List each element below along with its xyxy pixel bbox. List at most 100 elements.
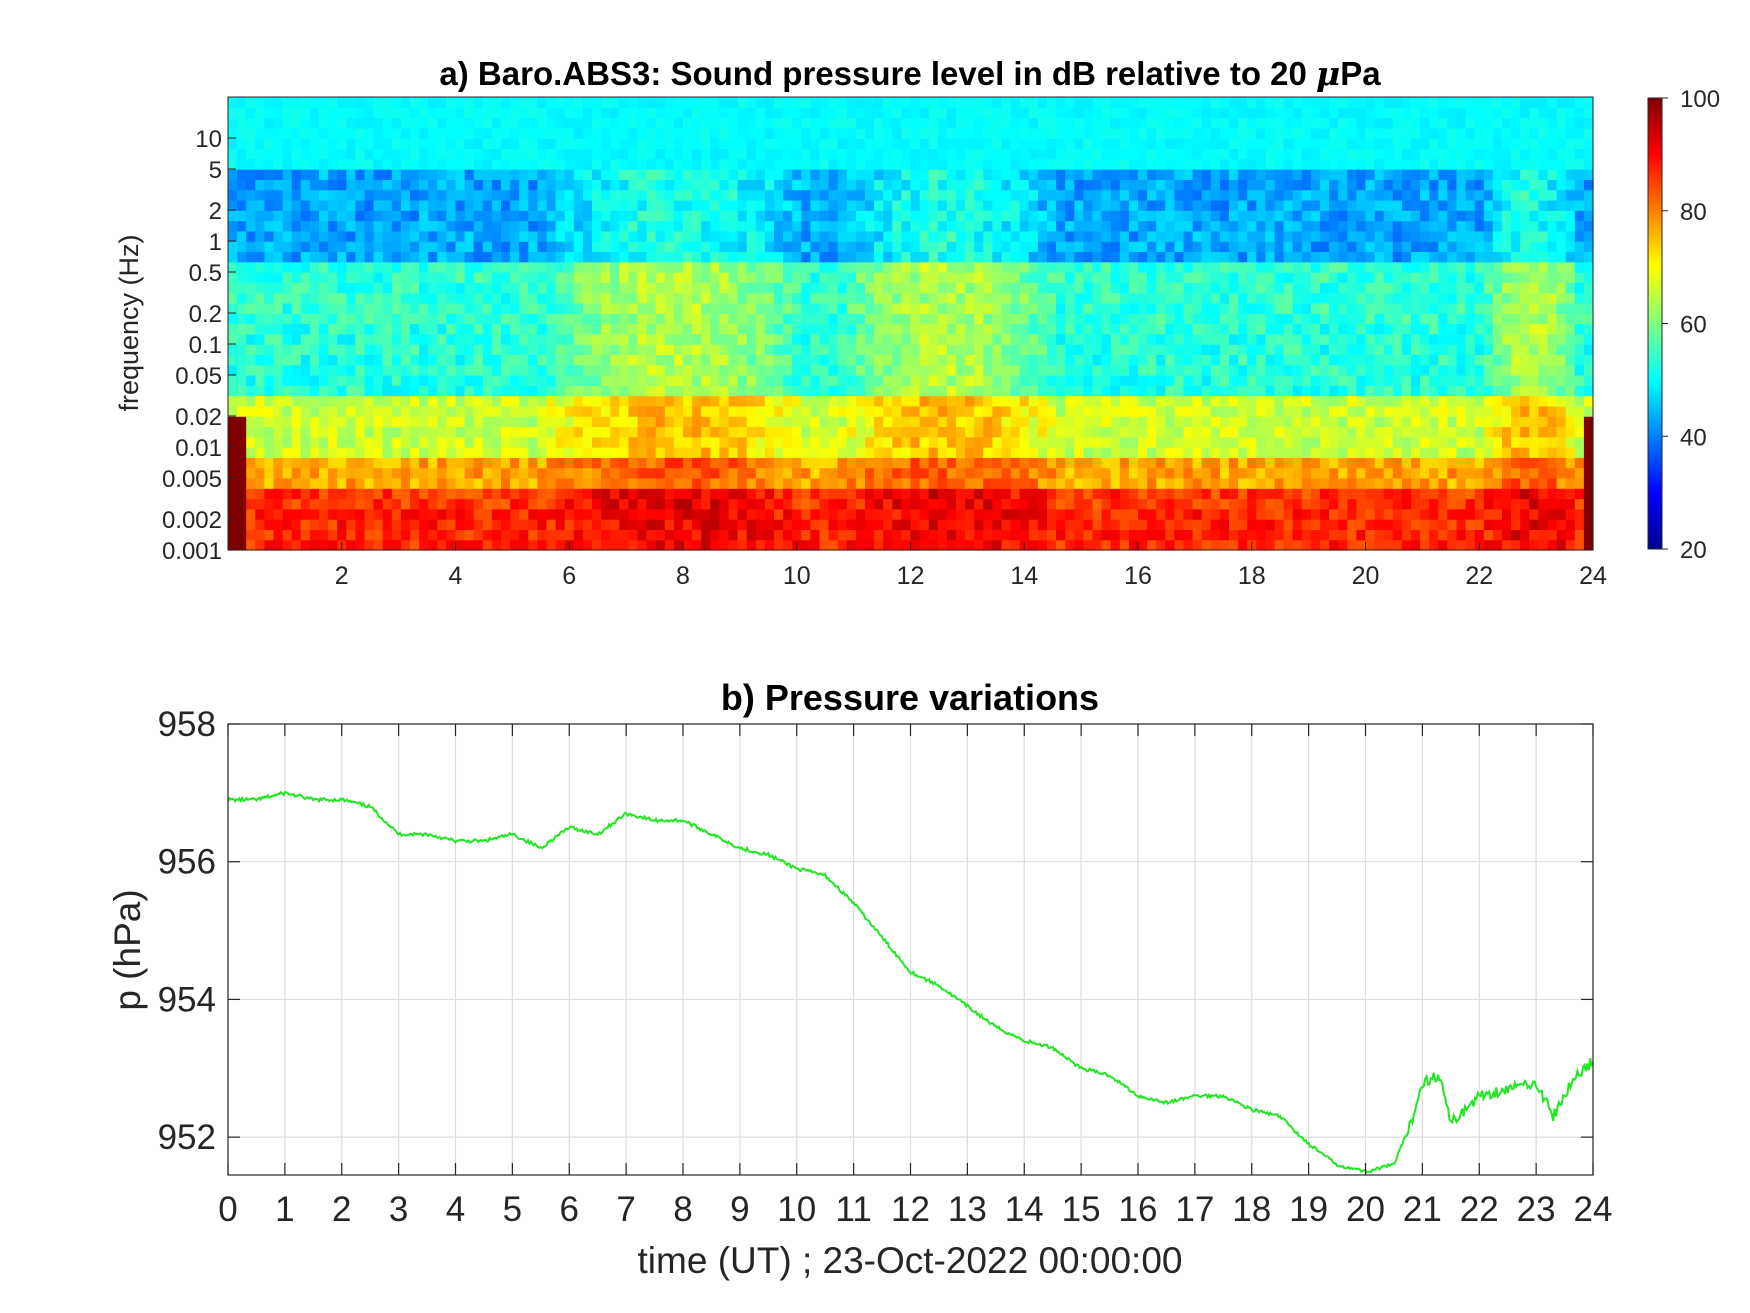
- heatmap-cell: [337, 374, 347, 386]
- heatmap-cell: [946, 292, 957, 304]
- heatmap-cell: [892, 148, 902, 160]
- heatmap-cell: [810, 107, 821, 119]
- heatmap-cell: [473, 97, 484, 108]
- heatmap-cell: [373, 333, 384, 345]
- heatmap-cell: [1165, 107, 1175, 119]
- heatmap-cell: [510, 313, 520, 325]
- heatmap-cell: [373, 261, 384, 273]
- heatmap-cell: [783, 179, 793, 191]
- heatmap-cell: [737, 158, 748, 170]
- heatmap-cell: [974, 405, 984, 417]
- heatmap-cell: [1156, 333, 1166, 345]
- heatmap-cell: [774, 261, 784, 273]
- heatmap-cell: [373, 519, 384, 531]
- heatmap-cell: [1119, 210, 1130, 222]
- heatmap-cell: [701, 158, 711, 170]
- heatmap-cell: [1210, 529, 1221, 541]
- heatmap-cell: [710, 508, 720, 520]
- heatmap-cell: [564, 354, 575, 366]
- heatmap-cell: [255, 127, 265, 139]
- heatmap-cell: [974, 292, 984, 304]
- heatmap-cell: [965, 138, 975, 150]
- heatmap-cell: [382, 457, 393, 469]
- heatmap-cell: [1037, 189, 1048, 201]
- heatmap-cell: [701, 364, 711, 376]
- heatmap-cell: [1037, 519, 1048, 531]
- heatmap-cell: [246, 292, 256, 304]
- heatmap-cell: [1019, 138, 1030, 150]
- heatmap-cell: [1238, 395, 1248, 407]
- heatmap-cell: [619, 498, 629, 510]
- heatmap-cell: [865, 436, 875, 448]
- heatmap-cell: [1238, 508, 1248, 520]
- heatmap-cell: [1010, 241, 1021, 253]
- heatmap-cell: [601, 241, 611, 253]
- heatmap-cell: [637, 189, 648, 201]
- heatmap-cell: [464, 292, 475, 304]
- heatmap-cell: [637, 519, 648, 531]
- heatmap-cell: [1192, 405, 1203, 417]
- heatmap-cell: [410, 107, 420, 119]
- heatmap-cell: [273, 539, 284, 551]
- heatmap-cell: [455, 179, 466, 191]
- heatmap-cell: [437, 467, 447, 479]
- heatmap-cell: [237, 251, 247, 263]
- heatmap-cell: [1101, 539, 1112, 551]
- heatmap-cell: [801, 251, 811, 263]
- heatmap-cell: [364, 189, 375, 201]
- heatmap-cell: [956, 261, 966, 273]
- heatmap-cell: [937, 169, 948, 180]
- heatmap-cell: [309, 169, 320, 180]
- heatmap-cell: [382, 436, 393, 448]
- heatmap-cell: [755, 539, 766, 551]
- heatmap-cell: [965, 426, 975, 438]
- heatmap-cell: [974, 302, 984, 314]
- heatmap-cell: [1074, 272, 1084, 283]
- heatmap-cell: [1219, 364, 1230, 376]
- heatmap-cell: [1192, 508, 1203, 520]
- heatmap-cell: [619, 302, 629, 314]
- heatmap-cell: [1010, 189, 1021, 201]
- heatmap-cell: [828, 426, 839, 438]
- heatmap-cell: [965, 241, 975, 253]
- heatmap-cell: [946, 199, 957, 211]
- heatmap-cell: [628, 292, 639, 304]
- heatmap-cell: [582, 436, 593, 448]
- heatmap-cell: [1156, 272, 1166, 283]
- heatmap-cell: [237, 97, 247, 108]
- heatmap-cell: [592, 488, 602, 500]
- heatmap-cell: [673, 323, 684, 335]
- heatmap-cell: [1119, 447, 1130, 458]
- heatmap-cell: [273, 138, 284, 150]
- heatmap-cell: [573, 395, 584, 407]
- heatmap-cell: [555, 364, 566, 376]
- heatmap-cell: [400, 467, 411, 479]
- heatmap-cell: [300, 138, 311, 150]
- heatmap-cell: [865, 282, 875, 294]
- heatmap-cell: [601, 179, 611, 191]
- heatmap-cell: [974, 385, 984, 397]
- heatmap-cell: [1147, 416, 1157, 428]
- heatmap-cell: [901, 457, 912, 469]
- heatmap-cell: [619, 107, 629, 119]
- heatmap-cell: [582, 313, 593, 325]
- heatmap-cell: [628, 477, 639, 489]
- heatmap-cell: [901, 148, 912, 160]
- heatmap-cell: [692, 97, 702, 108]
- heatmap-cell: [309, 230, 320, 242]
- heatmap-cell: [992, 416, 1003, 428]
- heatmap-cell: [646, 426, 657, 438]
- heatmap-cell: [1201, 169, 1212, 180]
- heatmap-cell: [1238, 230, 1248, 242]
- heatmap-cell: [382, 467, 393, 479]
- heatmap-cell: [473, 426, 484, 438]
- heatmap-cell: [592, 364, 602, 376]
- heatmap-cell: [537, 179, 548, 191]
- heatmap-cell: [1019, 354, 1030, 366]
- heatmap-cell: [637, 498, 648, 510]
- heatmap-cell: [792, 107, 802, 119]
- heatmap-cell: [491, 117, 502, 129]
- heatmap-cell: [1138, 354, 1148, 366]
- heatmap-cell: [764, 447, 775, 458]
- heatmap-cell: [855, 344, 866, 355]
